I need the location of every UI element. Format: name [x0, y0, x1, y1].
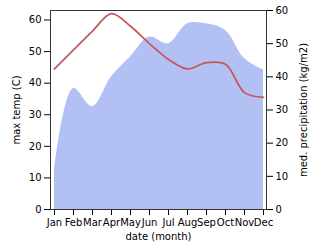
svg-text:Mar: Mar	[83, 217, 103, 228]
svg-text:date (month): date (month)	[126, 231, 192, 242]
svg-text:40: 40	[276, 71, 289, 82]
svg-text:May: May	[120, 217, 141, 228]
svg-text:Aug: Aug	[178, 217, 198, 228]
svg-text:60: 60	[29, 14, 42, 25]
svg-text:Feb: Feb	[65, 217, 83, 228]
svg-text:med. precipitation (kg/m2): med. precipitation (kg/m2)	[298, 43, 309, 177]
svg-text:Nov: Nov	[235, 217, 255, 228]
svg-text:50: 50	[29, 46, 42, 57]
svg-text:Oct: Oct	[217, 217, 234, 228]
svg-text:0: 0	[276, 204, 282, 215]
svg-text:Jul: Jul	[161, 217, 174, 228]
svg-text:0: 0	[35, 204, 41, 215]
svg-text:Jan: Jan	[46, 217, 62, 228]
svg-text:60: 60	[276, 5, 289, 16]
svg-text:30: 30	[276, 104, 289, 115]
svg-text:Sep: Sep	[197, 217, 216, 228]
svg-text:Jun: Jun	[141, 217, 158, 228]
svg-text:50: 50	[276, 38, 289, 49]
svg-text:30: 30	[29, 109, 42, 120]
svg-text:40: 40	[29, 77, 42, 88]
svg-text:Apr: Apr	[103, 217, 121, 228]
svg-text:Dec: Dec	[254, 217, 273, 228]
svg-text:20: 20	[29, 141, 42, 152]
svg-text:20: 20	[276, 137, 289, 148]
svg-text:10: 10	[29, 172, 42, 183]
svg-text:10: 10	[276, 171, 289, 182]
svg-text:max temp (C): max temp (C)	[11, 75, 22, 144]
